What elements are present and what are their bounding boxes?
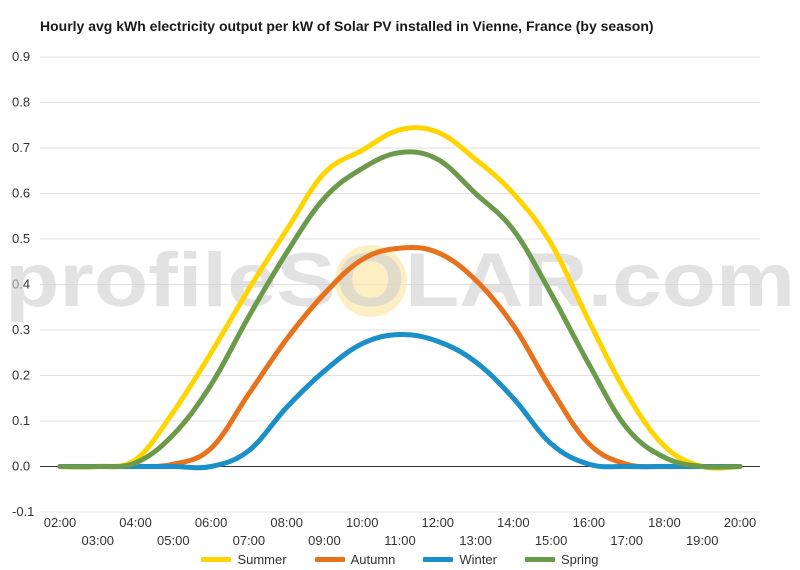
x-tick-label: 20:00 xyxy=(724,515,757,530)
x-tick-label: 11:00 xyxy=(384,533,416,548)
x-tick-label: 05:00 xyxy=(157,533,190,548)
legend-swatch xyxy=(201,556,232,562)
y-tick-label: 0.4 xyxy=(12,277,30,292)
x-tick-label: 04:00 xyxy=(119,515,152,530)
x-tick-label: 12:00 xyxy=(422,515,455,530)
x-tick-label: 10:00 xyxy=(346,515,379,530)
chart-title: Hourly avg kWh electricity output per kW… xyxy=(40,18,654,34)
x-tick-label: 13:00 xyxy=(459,533,492,548)
y-tick-label: 0.2 xyxy=(12,368,30,383)
x-tick-label: 19:00 xyxy=(686,533,719,548)
x-tick-label: 02:00 xyxy=(44,515,77,530)
legend-item-spring: Spring xyxy=(524,549,599,569)
y-tick-label: 0.3 xyxy=(12,322,30,337)
legend-swatch xyxy=(423,556,454,562)
x-tick-label: 14:00 xyxy=(497,515,530,530)
y-tick-label: 0.0 xyxy=(12,459,30,474)
x-tick-label: 15:00 xyxy=(535,533,568,548)
legend-label: Winter xyxy=(459,551,497,567)
series-line-spring xyxy=(57,149,743,470)
y-tick-label: 0.7 xyxy=(12,140,30,155)
legend-label: Autumn xyxy=(350,551,396,567)
watermark-text: profileSOLAR.com xyxy=(5,238,795,323)
y-tick-label: 0.6 xyxy=(12,186,30,201)
x-tick-label: 18:00 xyxy=(648,515,681,530)
legend-item-summer: Summer xyxy=(201,549,287,569)
legend-swatch xyxy=(314,556,345,562)
series-line-winter xyxy=(57,332,743,471)
legend-item-winter: Winter xyxy=(423,549,497,569)
x-tick-label: 03:00 xyxy=(82,533,115,548)
x-tick-label: 07:00 xyxy=(233,533,266,548)
legend-label: Summer xyxy=(237,551,287,567)
y-tick-label: 0.8 xyxy=(12,95,30,110)
legend-item-autumn: Autumn xyxy=(314,549,396,569)
watermark: profileSOLAR.com xyxy=(5,238,795,323)
x-tick-label: 16:00 xyxy=(573,515,606,530)
y-tick-label: 0.9 xyxy=(12,49,30,64)
x-tick-label: 09:00 xyxy=(308,533,341,548)
legend-label: Spring xyxy=(560,551,599,567)
x-tick-label: 17:00 xyxy=(610,533,643,548)
chart-legend: Summer Autumn Winter Spring xyxy=(0,549,800,569)
y-tick-label: 0.5 xyxy=(12,231,30,246)
y-tick-label: -0.1 xyxy=(12,504,34,519)
series-line-summer xyxy=(57,125,743,471)
y-tick-label: 0.1 xyxy=(12,413,30,428)
x-tick-label: 08:00 xyxy=(270,515,303,530)
x-tick-label: 06:00 xyxy=(195,515,228,530)
legend-swatch xyxy=(524,556,555,562)
